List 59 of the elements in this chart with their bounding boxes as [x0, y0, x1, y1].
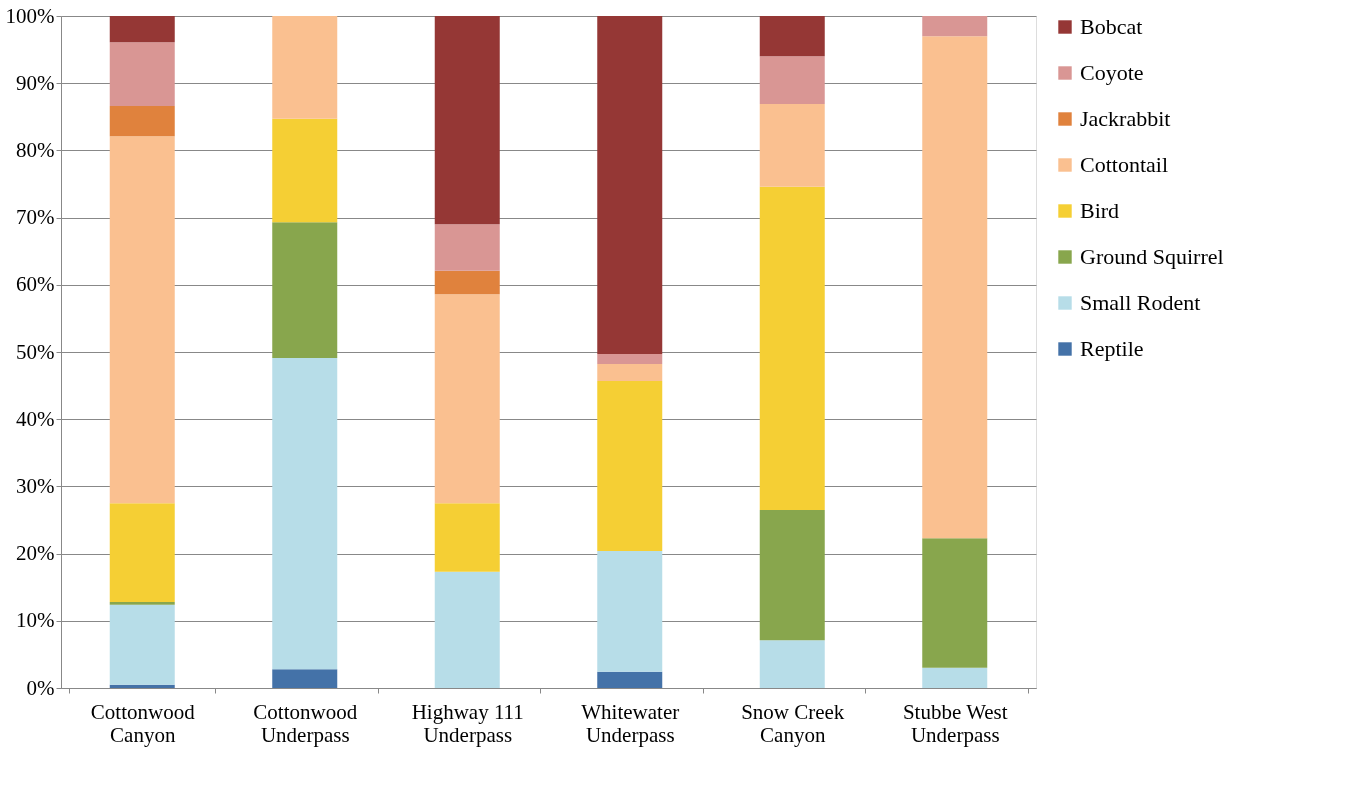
bar [109, 503, 175, 602]
y-tick-label: 60% [16, 272, 55, 297]
y-tick-label: 80% [16, 137, 55, 162]
x-tick-label: Stubbe West Underpass [902, 699, 1008, 747]
legend-label: Bird [1080, 198, 1120, 223]
bar [434, 503, 500, 572]
bar [109, 601, 175, 605]
y-tick-label: 10% [16, 608, 55, 633]
bar [922, 36, 988, 539]
bar [759, 16, 825, 57]
y-tick-label: 70% [16, 205, 55, 230]
bar [434, 224, 500, 271]
legend-label: Coyote [1080, 60, 1144, 85]
legend-label: Reptile [1080, 336, 1144, 361]
bar [597, 16, 663, 355]
bar [922, 667, 988, 688]
bar [434, 16, 500, 225]
bar [434, 294, 500, 504]
bar [272, 358, 338, 670]
y-tick-label: 40% [16, 406, 55, 431]
bar [109, 136, 175, 504]
legend-label: Ground Squirrel [1080, 244, 1224, 269]
bar [759, 104, 825, 187]
legend-label: Cottontail [1080, 152, 1168, 177]
legend-label: Jackrabbit [1080, 106, 1171, 131]
bar [597, 380, 663, 551]
y-tick-label: 100% [5, 3, 55, 28]
bar [272, 118, 338, 223]
bar [109, 106, 175, 137]
y-tick-label: 90% [16, 70, 55, 95]
x-tick-label: Cottonwood Underpass [253, 699, 358, 747]
x-tick-label: Highway 111 Underpass [411, 699, 524, 747]
bar [272, 16, 338, 119]
bar [922, 16, 988, 37]
legend-label: Small Rodent [1080, 290, 1201, 315]
bar [759, 640, 825, 688]
x-tick-label: Snow Creek Canyon [741, 699, 845, 747]
bar [597, 354, 663, 365]
y-tick-label: 50% [16, 339, 55, 364]
y-tick-label: 20% [16, 541, 55, 566]
bar [434, 270, 500, 295]
bar [597, 671, 663, 688]
bar [597, 364, 663, 381]
bar [434, 571, 500, 688]
bar [759, 56, 825, 105]
bar [759, 186, 825, 510]
x-tick-label: Whitewater Underpass [581, 699, 680, 747]
bar [922, 538, 988, 668]
legend-label: Bobcat [1080, 14, 1143, 39]
bar [109, 604, 175, 685]
y-tick-label: 0% [26, 675, 55, 700]
bar [109, 16, 175, 43]
bar [272, 222, 338, 359]
x-tick-label: Cottonwood Canyon [90, 699, 196, 747]
bar [272, 669, 338, 688]
bar [597, 550, 663, 672]
bar [109, 42, 175, 107]
bar [759, 509, 825, 641]
y-tick-label: 30% [16, 473, 55, 498]
